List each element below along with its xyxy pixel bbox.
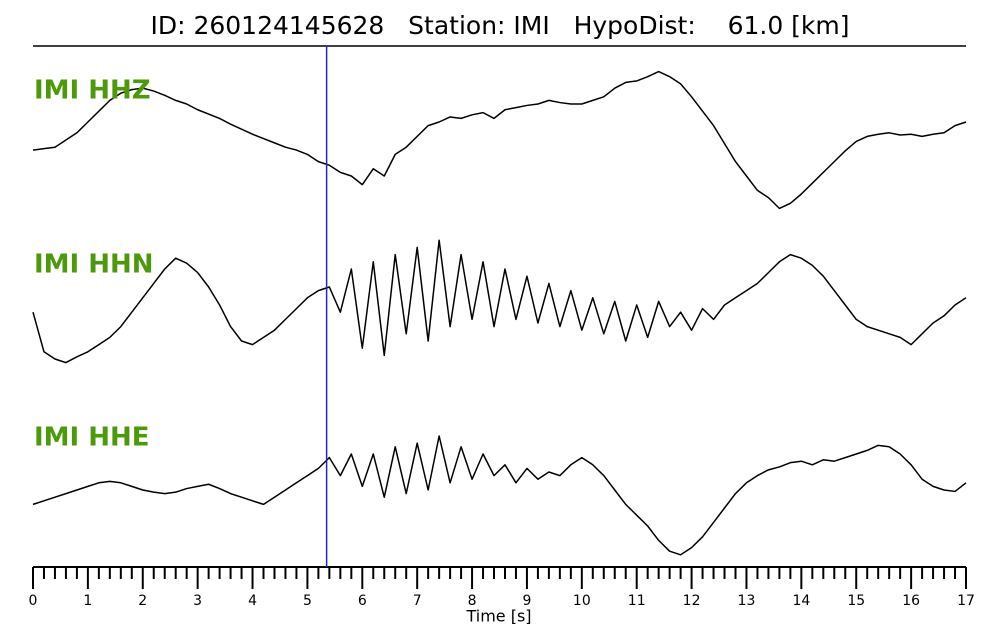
x-tick-label: 5 [303,593,312,609]
trace [32,239,967,364]
x-tick-label: 6 [358,593,367,609]
x-tick-label: 11 [628,593,646,609]
x-tick-label: 0 [29,593,38,609]
trace-label: IMI HHN [34,250,154,280]
x-tick-label: 1 [83,593,92,609]
x-tick-label: 3 [193,593,202,609]
x-tick-label: 9 [522,593,531,609]
chart-title: ID: 260124145628 Station: IMI HypoDist: … [150,11,849,40]
x-tick-label: 7 [413,593,422,609]
trace [32,70,967,210]
x-tick-label: 14 [792,593,810,609]
trace-label: IMI HHE [34,423,150,453]
trace-label: IMI HHZ [34,76,151,106]
x-tick-label: 17 [957,593,975,609]
x-tick-label: 15 [847,593,865,609]
x-tick-label: 16 [902,593,920,609]
trace [32,435,967,556]
x-axis-label: Time [s] [465,607,531,626]
x-tick-label: 2 [138,593,147,609]
x-tick-label: 12 [683,593,701,609]
x-tick-label: 8 [468,593,477,609]
x-tick-label: 13 [738,593,756,609]
x-tick-label: 10 [573,593,591,609]
x-tick-label: 4 [248,593,257,609]
